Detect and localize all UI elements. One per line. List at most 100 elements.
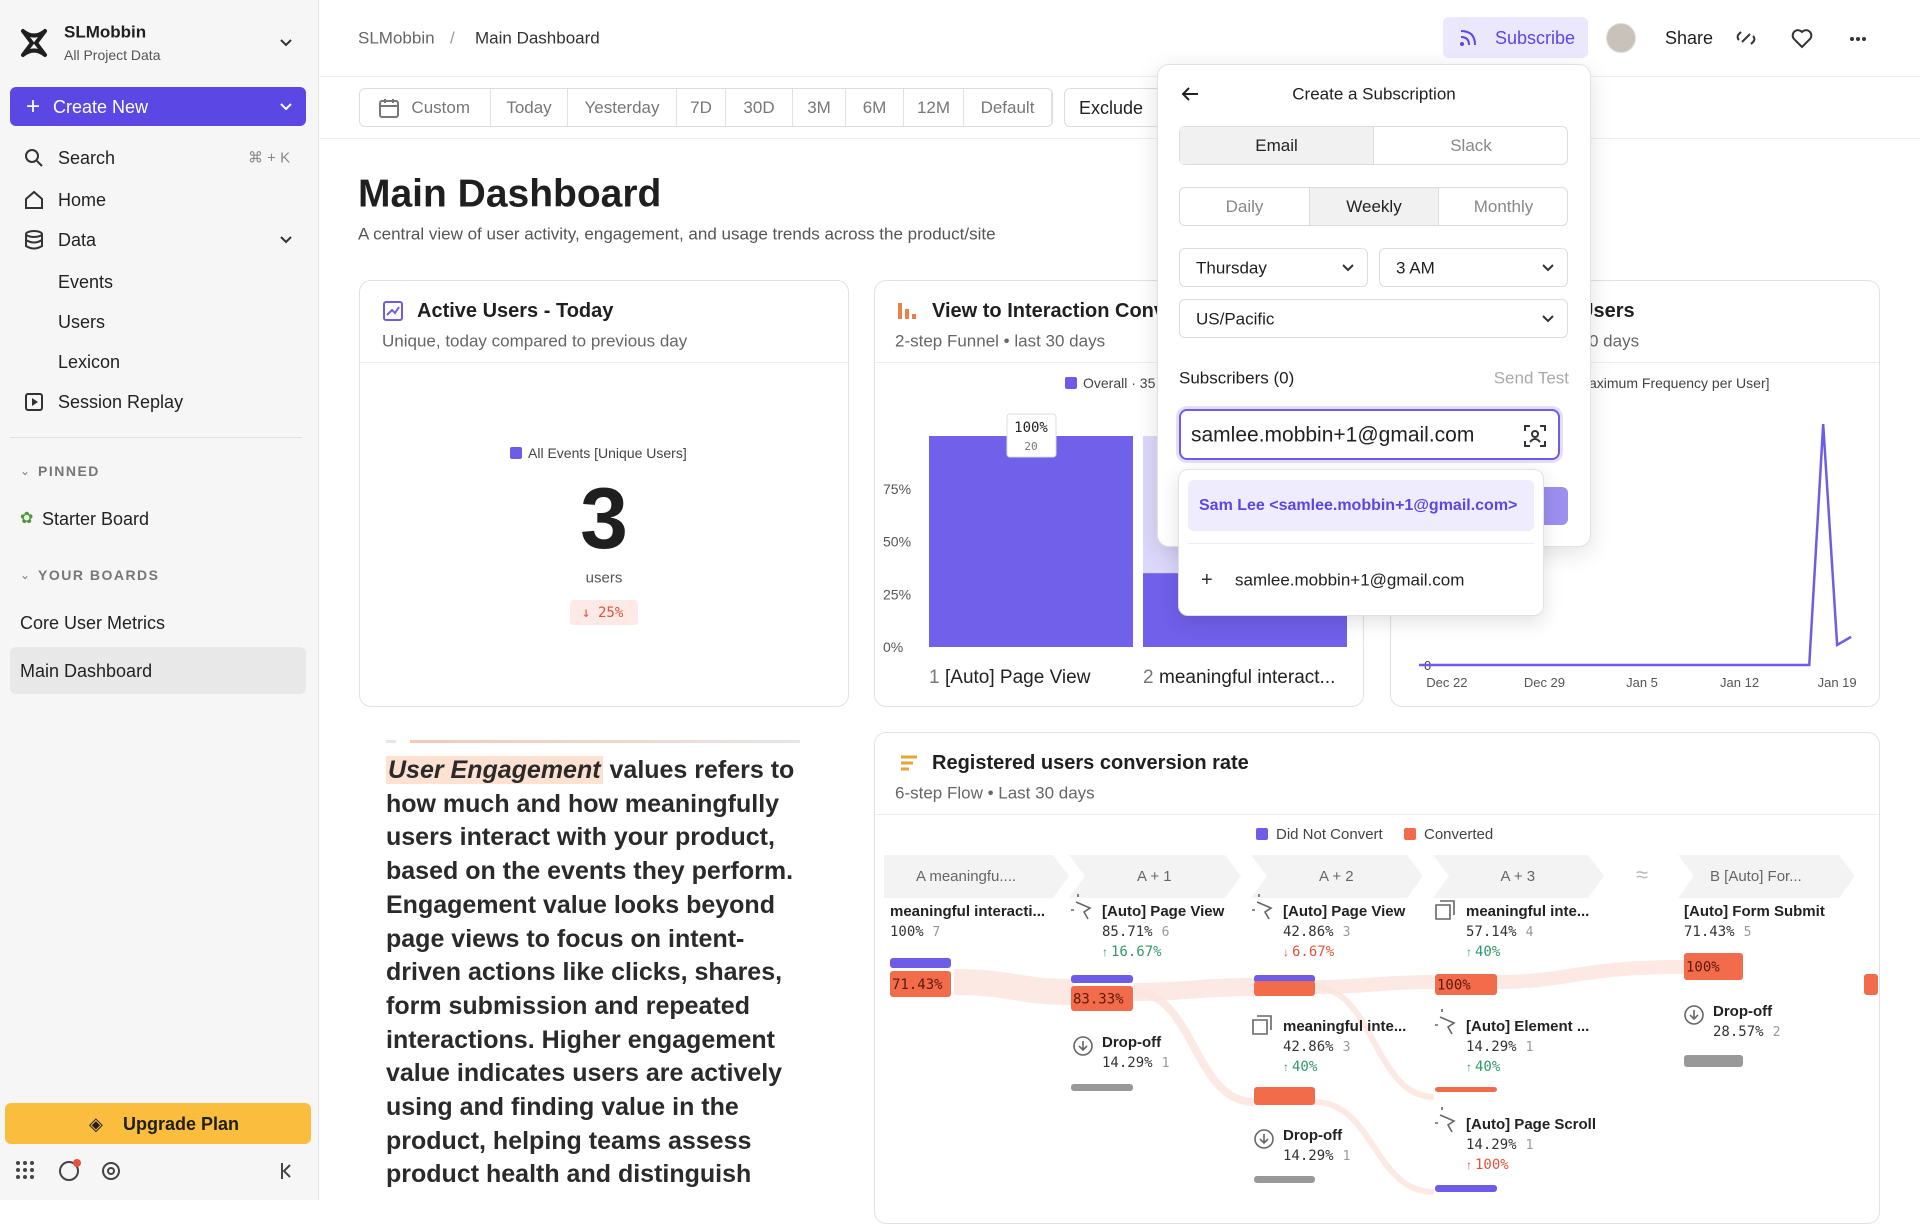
date-option[interactable]: 6M xyxy=(846,89,904,126)
email-input[interactable]: samlee.mobbin+1@gmail.com xyxy=(1179,409,1560,460)
node-icon xyxy=(1252,1015,1272,1035)
flow-ribbon xyxy=(953,969,1075,1005)
date-option[interactable]: 30D xyxy=(726,89,793,126)
date-filter: Custom Today Yesterday 7D 30D 3M 6M 12M Default xyxy=(359,88,1053,127)
nav-item[interactable]: Lexicon xyxy=(58,352,121,372)
node-name: Drop-off xyxy=(1283,1127,1343,1144)
node-count: 1 xyxy=(1526,1138,1534,1153)
toolbar-icons[interactable] xyxy=(1736,28,1866,50)
select-value: 3 AM xyxy=(1396,258,1435,278)
suggestion[interactable]: samlee.mobbin+1@gmail.com xyxy=(1235,570,1465,590)
flow-bar xyxy=(1684,1055,1743,1067)
node-name: [Auto] Page View xyxy=(1283,903,1406,920)
trend-arrow: ↑ xyxy=(1283,1060,1289,1074)
legend-label: Overall · 35 xyxy=(1083,375,1156,391)
date-option[interactable]: Default xyxy=(964,89,1052,126)
subscribe-button[interactable]: Subscribe xyxy=(1443,17,1588,58)
day-select[interactable]: Thursday xyxy=(1179,248,1368,287)
node-name: [Auto] Form Submit xyxy=(1684,903,1825,920)
page-description: A central view of user activity, engagem… xyxy=(358,224,996,244)
legend-swatch xyxy=(1404,828,1416,840)
date-option[interactable]: 3M xyxy=(793,89,846,126)
search[interactable]: Search xyxy=(58,148,116,168)
x-tick-label: Jan 5 xyxy=(1626,675,1658,690)
flow-ribbon xyxy=(1493,960,1685,989)
chevron[interactable] xyxy=(279,38,293,47)
flow-bar xyxy=(1435,1185,1497,1192)
step-chevron xyxy=(1069,855,1241,898)
node-pct: 71.43% xyxy=(1684,924,1735,940)
send-test[interactable]: Send Test xyxy=(1493,368,1569,388)
conversion-label: 100% xyxy=(1686,960,1720,976)
nav-item[interactable]: Events xyxy=(58,272,114,292)
value-count: 20 xyxy=(1024,440,1037,453)
node-icon xyxy=(1078,1041,1088,1052)
back-arrow[interactable] xyxy=(1180,85,1200,103)
date-option[interactable]: Yesterday xyxy=(568,89,677,126)
bottom-icons[interactable] xyxy=(14,1159,294,1183)
legend-swatch xyxy=(510,447,522,459)
flow-ribbon xyxy=(1313,1099,1435,1195)
suggestion[interactable]: Sam Lee <samlee.mobbin+1@gmail.com> xyxy=(1199,497,1518,514)
sidebar: SLMobbin All Project Data + Create New S… xyxy=(0,0,319,1200)
step-chevron xyxy=(1433,855,1604,898)
pinned-heading: PINNED xyxy=(38,463,100,479)
node-icon xyxy=(1684,1005,1704,1025)
date-option[interactable]: 7D xyxy=(677,89,726,126)
flow-bar xyxy=(1684,953,1743,980)
tab[interactable]: Slack xyxy=(1450,135,1492,155)
chevron xyxy=(280,236,292,244)
y-tick-label: 25% xyxy=(883,586,911,602)
select-value: US/Pacific xyxy=(1196,309,1275,329)
node-name: meaningful inte... xyxy=(1466,903,1589,920)
avatar[interactable] xyxy=(1606,23,1636,53)
date-option[interactable]: 12M xyxy=(904,89,964,126)
trend-arrow: ↑ xyxy=(1466,1060,1472,1074)
workspace-name: SLMobbin xyxy=(64,22,147,42)
create-new-label: Create New xyxy=(53,97,149,117)
suggestions-dropdown: Sam Lee <samlee.mobbin+1@gmail.com> + sa… xyxy=(1178,469,1544,616)
breadcrumb[interactable]: SLMobbin xyxy=(358,28,435,48)
date-option[interactable]: Today xyxy=(491,89,568,126)
time-select[interactable]: 3 AM xyxy=(1379,248,1568,287)
boards-heading: YOUR BOARDS xyxy=(38,567,160,583)
tab[interactable]: Daily xyxy=(1180,188,1310,225)
pinned-board[interactable]: Starter Board xyxy=(42,509,150,529)
nav-item[interactable]: Home xyxy=(58,190,107,210)
timezone-select[interactable]: US/Pacific xyxy=(1179,299,1568,338)
home-icon xyxy=(25,190,43,209)
subscribe-label: Subscribe xyxy=(1495,28,1576,48)
date-option[interactable]: Custom xyxy=(360,89,491,126)
board[interactable]: Main Dashboard xyxy=(20,661,153,681)
board[interactable]: Core User Metrics xyxy=(20,613,166,633)
body-text: values refers to how much and how meanin… xyxy=(386,756,795,1189)
conversion-label: 83.33% xyxy=(1073,992,1124,1008)
node-count: 7 xyxy=(932,925,940,940)
legend-swatch xyxy=(1065,377,1077,389)
change-label: 25% xyxy=(598,605,624,621)
step-chevron xyxy=(1678,855,1855,898)
nav-item[interactable]: Users xyxy=(58,312,106,332)
upgrade-button[interactable]: ◈ Upgrade Plan xyxy=(5,1103,311,1144)
node-icon xyxy=(1252,894,1273,920)
legend-label: All Events [Unique Users] xyxy=(528,445,687,461)
nav-item[interactable]: Data xyxy=(58,230,97,250)
share[interactable]: Share xyxy=(1665,28,1714,48)
data-icon xyxy=(25,230,43,250)
step-gap: ≈ xyxy=(1636,862,1648,887)
tab[interactable]: Weekly xyxy=(1310,188,1439,225)
card-subtitle: Unique, today compared to previous day xyxy=(382,331,688,351)
nav-item[interactable]: Session Replay xyxy=(58,392,184,412)
create-new-button[interactable]: + Create New xyxy=(10,87,306,126)
x-tick-label: Dec 29 xyxy=(1524,675,1565,690)
node-icon xyxy=(1689,1010,1699,1021)
node-pct: 14.29% xyxy=(1466,1039,1517,1055)
node-count: 1 xyxy=(1162,1056,1170,1071)
node-change: 40% xyxy=(1475,1059,1501,1075)
node-name: meaningful inte... xyxy=(1283,1018,1406,1035)
tab[interactable]: Monthly xyxy=(1473,196,1534,216)
flow-bar xyxy=(1254,1176,1315,1183)
exclude-button[interactable]: Exclude xyxy=(1064,88,1169,127)
node-count: 3 xyxy=(1343,1040,1351,1055)
tab[interactable]: Email xyxy=(1180,127,1374,164)
